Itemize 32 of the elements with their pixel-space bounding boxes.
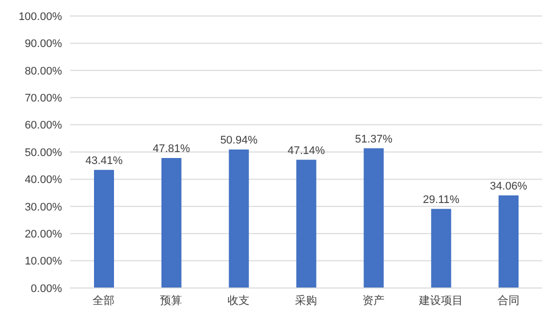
y-tick-label: 50.00%	[24, 146, 62, 159]
data-label: 51.37%	[355, 133, 393, 146]
y-tick-label: 70.00%	[24, 92, 62, 105]
bar	[94, 170, 114, 288]
y-tick-label: 60.00%	[24, 120, 62, 132]
bar	[228, 149, 249, 288]
bar	[161, 158, 182, 288]
bar	[498, 195, 519, 288]
y-tick-label: 100.00%	[18, 10, 62, 23]
x-tick-label: 合同	[497, 294, 520, 307]
bar	[431, 208, 452, 288]
x-tick-label: 建设项目	[418, 294, 463, 307]
y-tick-label: 30.00%	[24, 201, 62, 214]
x-tick-label: 全部	[92, 294, 115, 307]
bar	[364, 148, 384, 288]
bar	[296, 160, 316, 288]
data-label: 29.11%	[422, 194, 460, 206]
y-tick-label: 40.00%	[24, 174, 62, 186]
y-tick-label: 90.00%	[24, 38, 62, 50]
data-label: 47.81%	[152, 142, 190, 155]
y-tick-label: 80.00%	[24, 65, 62, 78]
x-tick-label: 资产	[362, 294, 384, 307]
data-label: 47.14%	[288, 144, 326, 157]
x-tick-label: 采购	[295, 294, 317, 307]
y-tick-label: 0.00%	[30, 282, 62, 295]
y-tick-label: 10.00%	[24, 256, 62, 268]
x-tick-label: 预算	[160, 294, 182, 307]
data-label: 50.94%	[220, 134, 258, 146]
y-tick-label: 20.00%	[24, 228, 62, 241]
data-label: 43.41%	[85, 154, 123, 167]
x-tick-label: 收支	[228, 294, 250, 307]
data-label: 34.06%	[490, 180, 528, 192]
